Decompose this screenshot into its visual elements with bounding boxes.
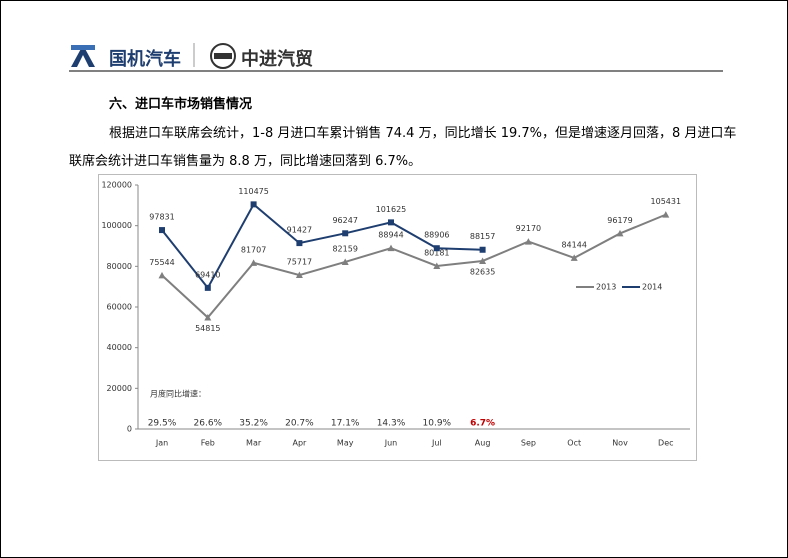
x-tick-label: May bbox=[337, 439, 354, 448]
data-label: 88157 bbox=[470, 232, 495, 241]
marker bbox=[616, 229, 624, 237]
x-tick-label: Apr bbox=[292, 439, 307, 448]
marker bbox=[662, 211, 670, 218]
growth-label: 29.5% bbox=[148, 419, 177, 429]
x-tick-label: Jan bbox=[155, 439, 168, 448]
y-tick-label: 80000 bbox=[107, 262, 132, 271]
data-label: 105431 bbox=[651, 197, 682, 206]
paragraph-line: 根据进口车联席会统计，1-8 月进口车累计销售 74.4 万，同比增长 19.7… bbox=[109, 126, 737, 141]
growth-label: 6.7% bbox=[470, 419, 495, 429]
x-tick-label: Aug bbox=[475, 439, 491, 448]
marker bbox=[295, 271, 303, 279]
marker bbox=[296, 240, 303, 247]
x-tick-label: Feb bbox=[201, 439, 215, 448]
series-line bbox=[161, 202, 483, 290]
marker bbox=[250, 259, 258, 266]
data-label: 91427 bbox=[287, 226, 312, 235]
marker bbox=[250, 201, 257, 208]
marker bbox=[342, 230, 349, 237]
data-label: 88906 bbox=[424, 231, 449, 240]
data-label: 69410 bbox=[195, 270, 220, 279]
y-tick-label: 40000 bbox=[107, 343, 132, 352]
data-label: 97831 bbox=[149, 213, 174, 222]
x-tick-label: Dec bbox=[658, 439, 673, 448]
marker bbox=[570, 254, 578, 261]
marker bbox=[433, 262, 441, 269]
logo-icon-2 bbox=[210, 43, 236, 69]
marker bbox=[479, 257, 487, 264]
data-label: 84144 bbox=[561, 240, 586, 249]
marker bbox=[158, 271, 166, 279]
data-label: 75717 bbox=[287, 258, 312, 267]
data-label: 80181 bbox=[424, 248, 449, 257]
y-tick-label: 120000 bbox=[101, 181, 132, 190]
marker bbox=[433, 245, 440, 252]
logo-icon bbox=[71, 45, 95, 67]
x-tick-label: Sep bbox=[521, 439, 536, 448]
marker bbox=[159, 227, 165, 234]
x-tick-label: Oct bbox=[567, 439, 581, 448]
chart-frame bbox=[98, 174, 697, 461]
series-line bbox=[161, 213, 667, 319]
growth-label: 10.9% bbox=[423, 419, 452, 429]
data-label: 101625 bbox=[376, 205, 407, 214]
logo-text: 中进汽贸 bbox=[241, 49, 313, 70]
data-label: 96247 bbox=[332, 216, 357, 225]
growth-title: 月度同比增速： bbox=[150, 389, 206, 399]
data-label: 75544 bbox=[149, 258, 174, 267]
y-tick-label: 20000 bbox=[107, 384, 132, 393]
chart: 月度同比增速： 0 20000 40000 60000 80000 100000 12000… bbox=[98, 174, 697, 461]
section-heading: 六、进口车市场销售情况 bbox=[109, 97, 253, 112]
data-label: 92170 bbox=[516, 224, 541, 233]
x-tick-label: Jun bbox=[384, 439, 398, 448]
data-label: 82159 bbox=[332, 244, 357, 253]
data-label: 88944 bbox=[378, 231, 403, 240]
marker bbox=[204, 284, 211, 291]
data-label: 110475 bbox=[238, 187, 269, 196]
growth-label: 20.7% bbox=[285, 419, 314, 429]
marker bbox=[388, 219, 394, 226]
marker bbox=[204, 314, 212, 321]
y-tick-label: 60000 bbox=[107, 303, 132, 312]
x-tick-label: Nov bbox=[612, 439, 628, 448]
growth-label: 26.6% bbox=[194, 419, 223, 429]
marker bbox=[479, 246, 486, 253]
data-label: 54815 bbox=[195, 324, 220, 333]
y-tick-label: 100000 bbox=[101, 221, 132, 230]
legend-label: 2014 bbox=[642, 283, 662, 292]
marker bbox=[341, 258, 349, 265]
growth-label: 14.3% bbox=[377, 419, 406, 429]
data-label: 82635 bbox=[470, 267, 495, 276]
marker bbox=[524, 238, 532, 245]
marker bbox=[387, 244, 395, 252]
paragraph-line: 联席会统计进口车销售量为 8.8 万，同比增速回落到 6.7%。 bbox=[69, 154, 422, 169]
y-tick-label: 0 bbox=[127, 425, 132, 434]
logo-text: 国机汽车 bbox=[109, 49, 181, 70]
x-tick-label: Mar bbox=[246, 439, 262, 448]
growth-label: 35.2% bbox=[239, 419, 268, 429]
x-tick-label: Jul bbox=[431, 439, 442, 448]
data-label: 81707 bbox=[241, 245, 266, 254]
legend-label: 2013 bbox=[596, 283, 616, 292]
growth-label: 17.1% bbox=[331, 419, 360, 429]
data-label: 96179 bbox=[607, 216, 632, 225]
